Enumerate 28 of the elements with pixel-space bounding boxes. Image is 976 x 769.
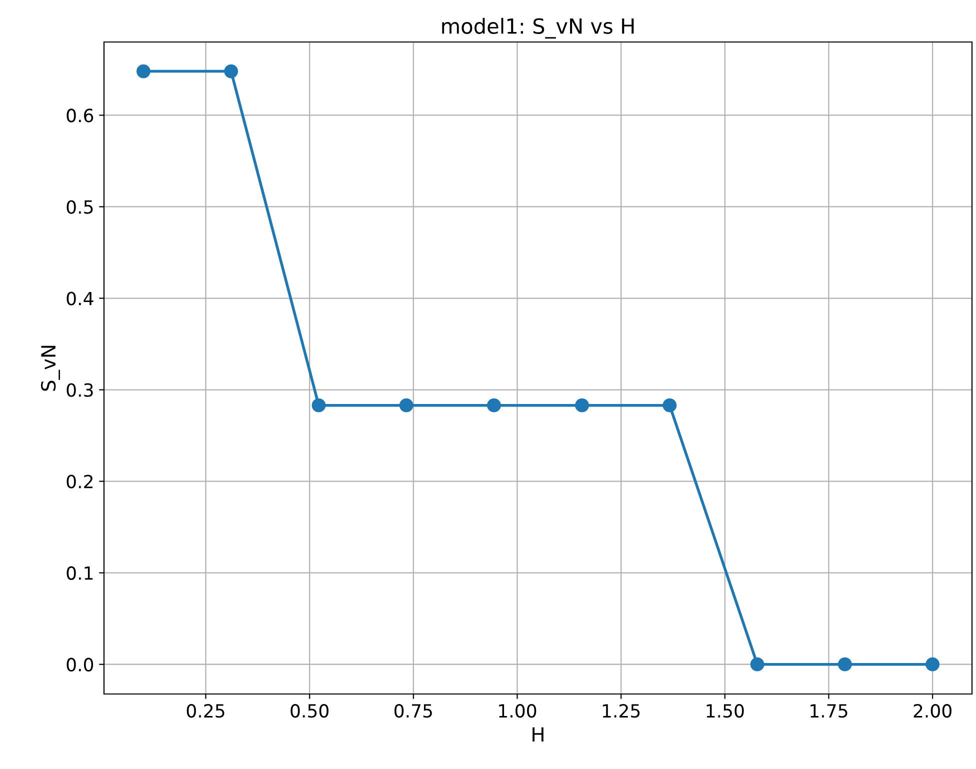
y-tick-label: 0.2 — [66, 474, 92, 488]
point — [838, 657, 852, 672]
x-axis-title: H — [532, 727, 544, 742]
chart-title: model1: S_vN vs H — [442, 18, 634, 39]
x-tick-label: 1.25 — [602, 704, 640, 718]
point — [926, 657, 940, 672]
x-tick-label: 2.00 — [914, 704, 952, 718]
y-tick-label: 0.0 — [66, 658, 94, 672]
point — [224, 64, 238, 78]
y-tick-label: 0.4 — [66, 292, 94, 306]
x-tick-label: 0.75 — [394, 704, 432, 718]
y-tick-label: 0.5 — [66, 200, 93, 214]
point — [487, 398, 501, 412]
x-tick-label: 1.00 — [499, 704, 536, 718]
point — [399, 398, 414, 412]
x-tick-label: 0.50 — [290, 704, 328, 718]
x-tick-label: 1.75 — [810, 704, 848, 718]
y-tick-label: 0.3 — [66, 383, 93, 397]
point — [136, 64, 150, 78]
y-tick-label: 0.6 — [66, 108, 94, 122]
y-axis-title: S_vN — [40, 346, 60, 391]
point — [662, 398, 677, 412]
y-tick-label: 0.1 — [66, 566, 93, 580]
x-tick-label: 1.50 — [706, 704, 744, 718]
point — [575, 398, 589, 412]
point — [312, 398, 326, 412]
point — [750, 657, 764, 672]
x-tick-label: 0.25 — [186, 704, 224, 718]
